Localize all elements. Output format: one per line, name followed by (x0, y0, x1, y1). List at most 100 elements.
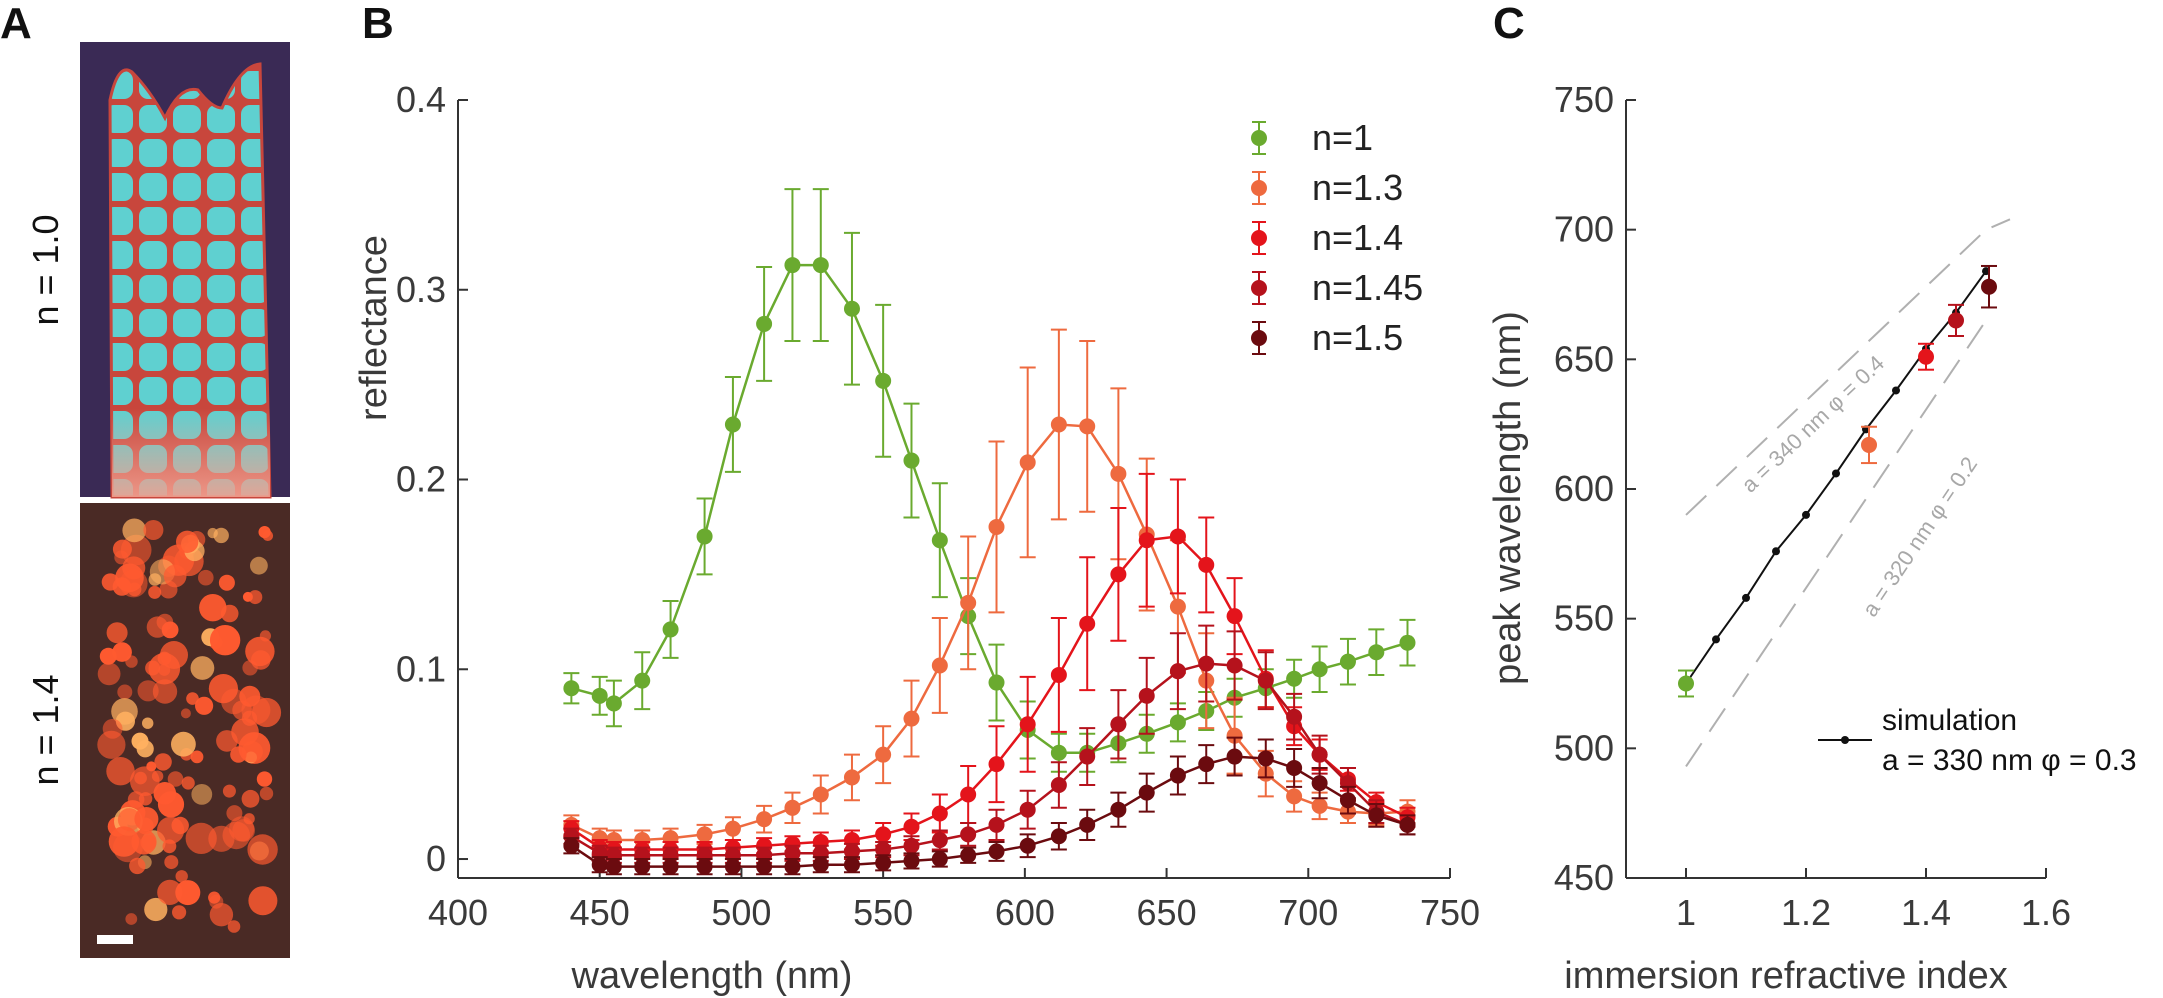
data-point (903, 452, 920, 469)
simulation-point (1742, 593, 1750, 602)
data-point (563, 680, 580, 697)
data-point (662, 621, 679, 638)
data-point (1110, 465, 1127, 482)
data-point (875, 854, 892, 871)
photo-bottom-cell (157, 879, 183, 906)
photo-bottom-cell (102, 718, 123, 739)
photo-bottom-cell (153, 782, 177, 805)
data-point (812, 257, 829, 274)
simulation-point (1712, 635, 1720, 644)
data-point (960, 826, 977, 843)
photo-bottom-cell (180, 708, 191, 719)
data-point (1019, 801, 1036, 818)
photo-bottom-cell (181, 776, 195, 790)
photo-bottom-cell (241, 695, 271, 725)
data-point (1226, 657, 1243, 674)
photo-bottom-cell (172, 905, 187, 920)
simulation-legend-params: a = 330 nm φ = 0.3 (1882, 744, 2137, 777)
photo-bottom-cell (117, 684, 133, 700)
photo-bottom-cell (231, 718, 259, 746)
series-line (570, 423, 1408, 842)
reflectance-x-tick-label: 500 (711, 892, 771, 933)
data-point (1198, 756, 1215, 773)
measured-point (1948, 303, 1964, 337)
photo-bottom-label: n = 1.4 (25, 674, 66, 785)
photo-bottom-cell (131, 732, 149, 750)
peak-y-tick-label: 450 (1554, 857, 1614, 898)
photo-bottom-cell (111, 698, 138, 725)
data-point (1169, 663, 1186, 680)
data-point (1079, 748, 1096, 765)
data-point (563, 837, 580, 854)
peak-y-label: peak wavelength (nm) (1487, 311, 1529, 685)
data-point (1019, 716, 1036, 733)
data-point (1050, 416, 1067, 433)
photo-bottom-cell (151, 770, 164, 782)
data-point (1368, 807, 1385, 824)
data-point (1339, 653, 1356, 670)
reflectance-x-label: wavelength (nm) (571, 955, 853, 997)
photo-bottom-cell (148, 585, 162, 599)
photo-bottom-cell (248, 590, 263, 605)
data-point (875, 372, 892, 389)
legend-marker (1251, 280, 1267, 296)
photo-bottom-cell (157, 816, 185, 844)
data-point (1399, 816, 1416, 833)
peak-x-tick-label: 1.6 (2021, 892, 2071, 933)
photo-top (80, 42, 290, 499)
data-point (1019, 837, 1036, 854)
data-point (1079, 615, 1096, 632)
data-point (1339, 792, 1356, 809)
photo-bottom-cell (198, 569, 214, 586)
data-point (960, 594, 977, 611)
data-point (931, 805, 948, 822)
photo-bottom-cell (208, 674, 238, 704)
photo-bottom-cell (199, 594, 227, 622)
data-point (605, 695, 622, 712)
data-point (875, 826, 892, 843)
photo-top-base-glow (111, 300, 270, 497)
data-point (988, 816, 1005, 833)
photo-bottom-cell (129, 857, 146, 875)
reflectance-y-tick-label: 0.3 (396, 269, 446, 310)
photo-bottom-cell (186, 692, 199, 705)
peak-axes: 1 1.2 1.4 1.6 450 500 550 600 650 700 750 (1554, 79, 2071, 933)
series-n=1 (563, 188, 1416, 773)
peak-y-tick-label: 750 (1554, 79, 1614, 120)
reflectance-x-tick-label: 400 (428, 892, 488, 933)
peak-wavelength-chart: 1 1.2 1.4 1.6 450 500 550 600 650 700 750 a = 340 … (1487, 79, 2137, 997)
reflectance-y-tick-label: 0 (426, 838, 446, 879)
data-point (903, 710, 920, 727)
legend-label: n=1 (1312, 117, 1373, 158)
photo-bottom (80, 503, 290, 958)
legend-entry: n=1.3 (1251, 167, 1403, 208)
data-point (1138, 532, 1155, 549)
dashed-upper-bound (1685, 218, 2011, 516)
data-point (1050, 666, 1067, 683)
data-point (1110, 716, 1127, 733)
photo-bottom-cell (143, 520, 164, 540)
data-point (1019, 454, 1036, 471)
data-point (843, 769, 860, 786)
photo-top-label: n = 1.0 (25, 214, 66, 325)
photo-bottom-cell (185, 822, 217, 855)
photo-bottom-cell (119, 569, 148, 598)
simulation-point (1832, 469, 1840, 478)
photo-bottom-cell (241, 741, 263, 763)
photo-bottom-cell (175, 870, 188, 883)
photo-bottom-cell (209, 903, 234, 927)
reflectance-x-tick-label: 450 (570, 892, 630, 933)
simulation-point (1802, 510, 1810, 519)
data-point (812, 786, 829, 803)
data-point (931, 851, 948, 868)
data-point (812, 856, 829, 873)
peak-y-tick-label: 600 (1554, 468, 1614, 509)
legend-label: n=1.45 (1312, 267, 1423, 308)
data-point (724, 416, 741, 433)
peak-dashed-bounds (1685, 218, 2011, 768)
data-point (634, 672, 651, 689)
photo-bottom-cell (134, 807, 159, 831)
simulation-point (1892, 386, 1900, 395)
data-point (1138, 784, 1155, 801)
